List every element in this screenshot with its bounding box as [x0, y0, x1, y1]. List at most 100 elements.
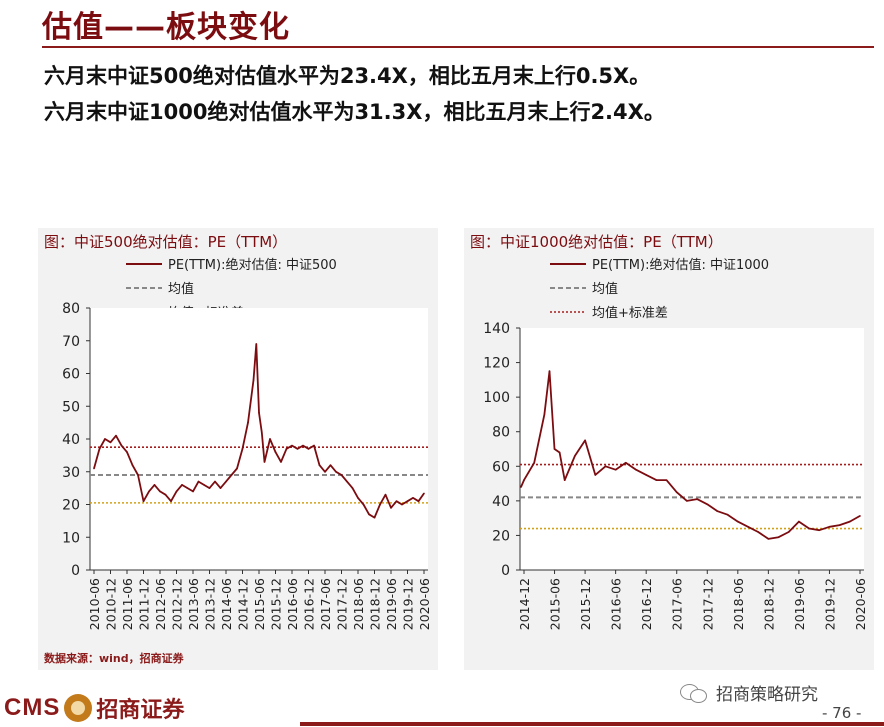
x-tick-label-0-2: 2011-06 [120, 578, 135, 630]
x-tick-label-0-15: 2017-12 [335, 578, 350, 630]
x-tick-label-1-5: 2017-06 [670, 578, 685, 630]
series-point-1-0-25 [747, 525, 749, 528]
x-tick-label-1-10: 2019-12 [822, 578, 837, 630]
series-point-0-0-46 [335, 470, 337, 473]
series-point-1-0-27 [767, 538, 770, 540]
wechat-account: 招商策略研究 [680, 680, 818, 705]
x-tick-label-0-19: 2019-12 [401, 578, 416, 630]
series-point-0-0-38 [291, 444, 293, 447]
series-point-0-0-48 [346, 480, 348, 483]
y-tick-label-0-3: 30 [62, 465, 80, 481]
series-point-0-0-61 [417, 500, 420, 503]
series-point-0-0-37 [285, 448, 288, 450]
y-tick-label-1-4: 80 [492, 425, 510, 441]
series-point-1-0-26 [757, 531, 759, 533]
series-point-0-0-35 [274, 451, 277, 453]
series-point-0-0-3 [109, 441, 112, 444]
series-point-0-0-36 [280, 461, 282, 463]
series-point-1-0-22 [716, 510, 719, 513]
x-tick-label-0-16: 2018-06 [351, 578, 366, 630]
series-point-1-0-9 [584, 439, 586, 442]
series-point-1-0-3 [543, 413, 546, 416]
y-tick-label-1-0: 0 [501, 563, 510, 579]
series-point-0-0-1 [98, 448, 101, 450]
x-tick-label-0-14: 2017-06 [318, 578, 333, 630]
series-point-1-0-10 [594, 474, 597, 476]
x-tick-label-0-0: 2010-06 [87, 578, 102, 630]
series-point-1-0-34 [838, 524, 841, 526]
series-point-1-0-19 [686, 500, 688, 502]
y-tick-label-0-4: 40 [62, 432, 80, 448]
y-tick-label-0-2: 20 [62, 498, 80, 514]
series-point-1-0-28 [777, 536, 780, 538]
y-tick-label-0-1: 10 [62, 530, 80, 546]
series-point-0-0-21 [208, 487, 211, 489]
series-point-1-0-6 [558, 451, 561, 454]
cms-logo-icon [64, 694, 93, 722]
x-tick-label-1-9: 2019-06 [792, 578, 807, 630]
series-point-0-0-7 [131, 464, 134, 467]
series-point-0-0-60 [412, 497, 414, 499]
y-tick-label-0-7: 70 [62, 334, 80, 350]
x-tick-label-0-20: 2020-06 [417, 578, 432, 630]
series-point-0-0-24 [225, 480, 227, 483]
series-point-1-0-31 [808, 527, 810, 530]
series-point-0-0-40 [302, 444, 304, 447]
x-tick-label-0-4: 2012-06 [153, 578, 168, 630]
series-point-0-0-62 [423, 492, 425, 495]
wechat-name: 招商策略研究 [716, 685, 818, 705]
series-point-0-0-22 [214, 480, 216, 483]
x-tick-label-0-1: 2010-12 [104, 578, 119, 630]
page-number: - 76 - [822, 704, 862, 722]
series-point-0-0-32 [260, 431, 263, 434]
y-tick-label-0-5: 50 [62, 399, 80, 415]
series-point-0-0-58 [401, 503, 403, 506]
series-point-0-0-16 [181, 484, 183, 486]
y-tick-label-1-7: 140 [483, 321, 510, 337]
plot-area-0 [90, 308, 428, 570]
series-point-1-0-30 [798, 520, 800, 523]
x-tick-label-1-2: 2015-12 [578, 578, 593, 630]
series-point-0-0-53 [373, 516, 376, 519]
series-point-0-0-20 [203, 484, 205, 486]
series-point-0-0-59 [406, 500, 409, 503]
series-point-0-0-13 [164, 493, 167, 496]
x-tick-label-0-13: 2016-12 [302, 578, 317, 630]
slide-title: 估值——板块变化 [42, 10, 290, 45]
cms-logo-text: CMS [4, 694, 61, 721]
series-point-0-0-15 [175, 490, 178, 493]
series-point-0-0-12 [159, 490, 161, 493]
series-point-1-0-13 [625, 462, 627, 464]
series-point-1-0-24 [737, 520, 739, 523]
series-point-0-0-23 [219, 487, 222, 489]
x-tick-label-0-3: 2011-12 [137, 578, 152, 630]
series-point-1-0-12 [614, 468, 617, 471]
x-tick-label-0-18: 2019-06 [384, 578, 399, 630]
series-point-0-0-55 [384, 493, 387, 496]
x-tick-label-1-1: 2015-06 [548, 578, 563, 630]
series-point-0-0-42 [313, 444, 315, 447]
series-point-0-0-49 [351, 487, 354, 489]
series-point-0-0-45 [329, 464, 332, 467]
series-point-0-0-51 [362, 503, 365, 506]
series-point-1-0-21 [706, 503, 709, 506]
x-tick-label-0-17: 2018-12 [368, 578, 383, 630]
series-point-1-0-23 [726, 513, 729, 516]
legend-label-1-0: PE(TTM):绝对估值: 中证1000 [592, 257, 769, 273]
x-tick-label-1-4: 2016-12 [639, 578, 654, 630]
series-point-0-0-52 [368, 513, 370, 516]
x-tick-label-1-0: 2014-12 [517, 578, 532, 630]
series-point-0-0-11 [153, 484, 156, 486]
series-point-1-0-33 [828, 525, 831, 528]
legend-label-0-0: PE(TTM):绝对估值: 中证500 [168, 257, 337, 273]
series-point-1-0-36 [859, 515, 861, 517]
series-point-1-0-32 [818, 529, 821, 532]
series-point-1-0-35 [849, 520, 851, 523]
legend-label-1-1: 均值 [592, 281, 618, 297]
series-point-0-0-54 [379, 503, 381, 506]
bullet-csi500: 六月末中证500绝对估值水平为23.4X，相比五月末上行0.5X。 [44, 64, 651, 88]
y-tick-label-0-6: 60 [62, 367, 80, 383]
series-point-1-0-16 [655, 479, 658, 481]
x-tick-label-0-9: 2014-12 [236, 578, 251, 630]
